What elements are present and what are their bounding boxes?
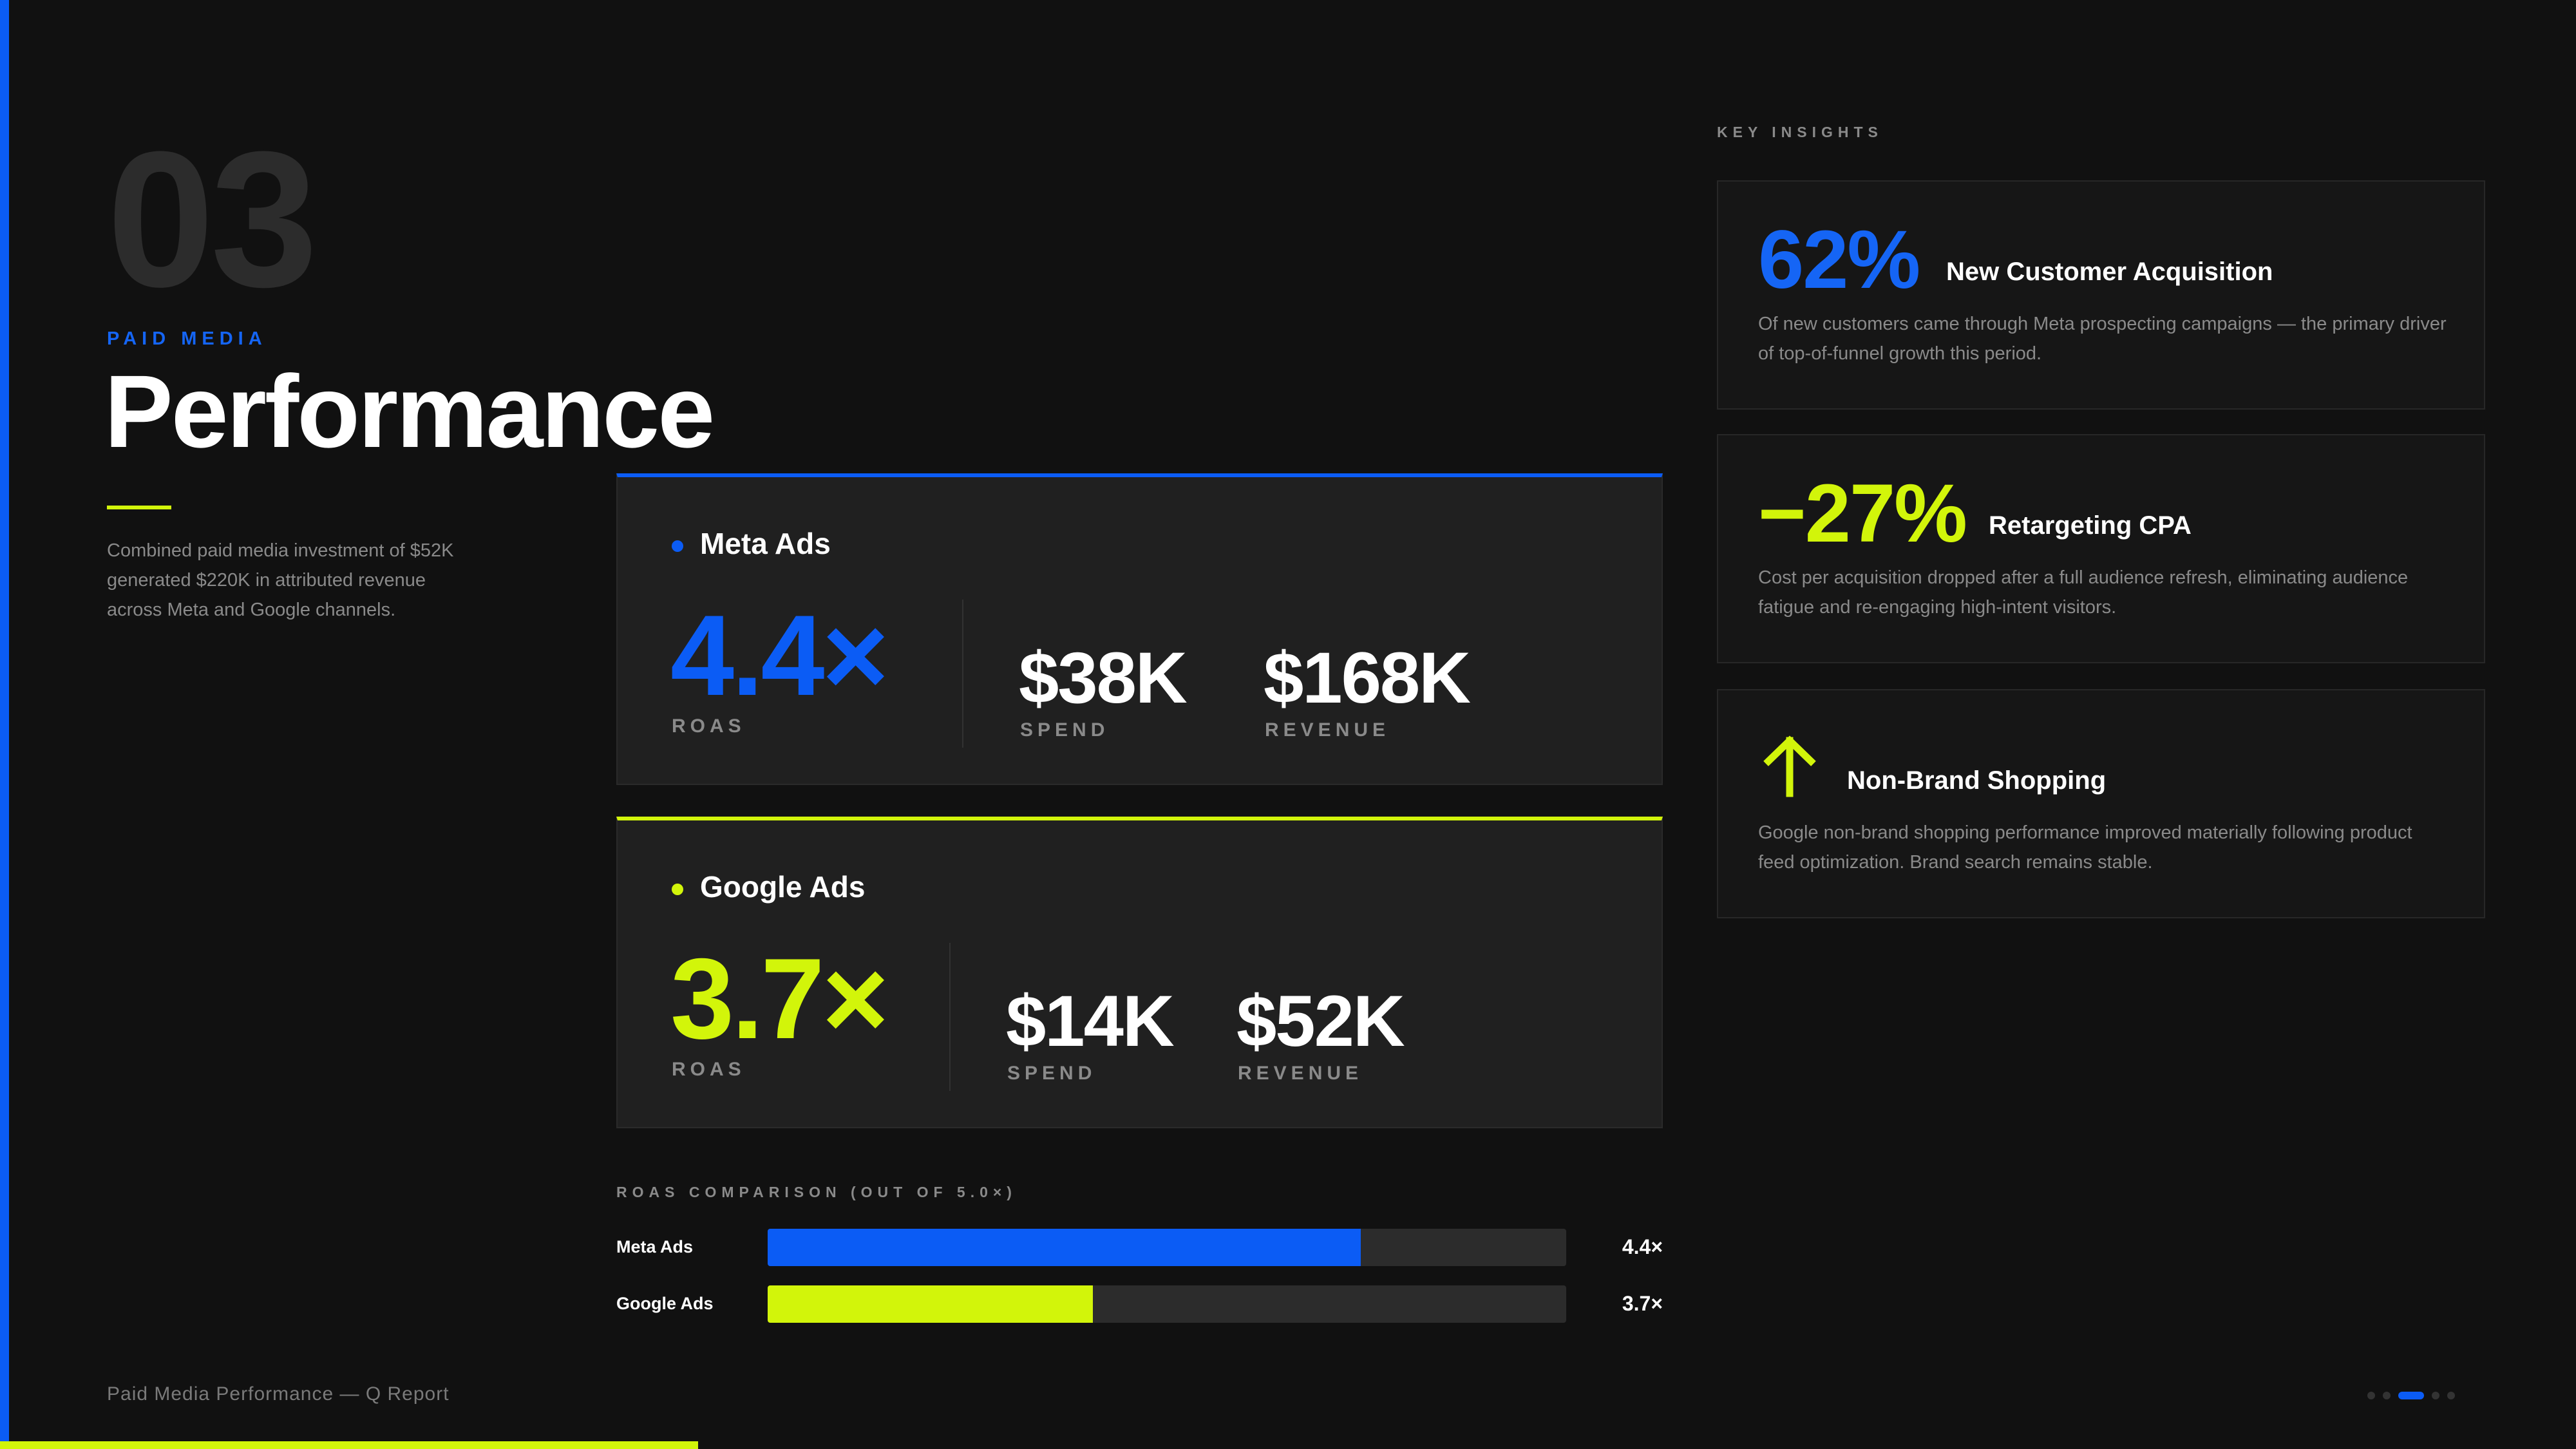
google-ads-revenue-value: $52K — [1236, 981, 1405, 1061]
insight-heading-new-customer: New Customer Acquisition — [1946, 258, 2273, 286]
comparison-value-meta: 4.4× — [1622, 1235, 1663, 1258]
comparison-bar-google — [768, 1285, 1093, 1323]
google-ads-spend-value: $14K — [1006, 981, 1175, 1061]
google-ads-roas-value: 3.7× — [670, 934, 889, 1063]
meta-ads-spend-value: $38K — [1019, 638, 1188, 718]
section-number: 03 — [107, 111, 318, 327]
comparison-label-google: Google Ads — [616, 1294, 714, 1313]
insight-card-retargeting: −27% Retargeting CPA Cost per acquisitio… — [1717, 434, 2485, 663]
section-eyebrow: PAID MEDIA — [107, 328, 267, 349]
google-ads-name: Google Ads — [700, 870, 866, 904]
insight-body-retargeting: Cost per acquisition dropped after a ful… — [1758, 567, 2409, 618]
meta-ads-card: Meta Ads 4.4× ROAS $38K SPEND $168K REVE… — [616, 473, 1663, 785]
title-accent-line — [107, 506, 171, 509]
google-ads-roas-label: ROAS — [672, 1059, 746, 1080]
left-accent-rail — [0, 0, 9, 1449]
insight-body-new-customer: Of new customers came through Meta prosp… — [1758, 314, 2447, 364]
comparison-bar-meta — [768, 1229, 1361, 1266]
page-dot[interactable] — [2432, 1392, 2439, 1399]
insight-heading-non-brand: Non-Brand Shopping — [1847, 766, 2107, 795]
google-ads-card: Google Ads 3.7× ROAS $14K SPEND $52K REV… — [616, 817, 1663, 1128]
comparison-label-meta: Meta Ads — [616, 1237, 694, 1256]
comparison-value-google: 3.7× — [1622, 1292, 1663, 1315]
page-title: Performance — [104, 354, 715, 469]
insight-metric-new-customer: 62% — [1758, 214, 1920, 306]
page-indicator — [2367, 1392, 2455, 1399]
meta-ads-dot — [672, 540, 683, 552]
arrow-up-icon — [1761, 734, 1819, 799]
insight-card-new-customer: 62% New Customer Acquisition Of new cust… — [1717, 180, 2485, 410]
google-ads-revenue-label: REVENUE — [1238, 1063, 1363, 1084]
roas-comparison-title: ROAS COMPARISON (OUT OF 5.0×) — [616, 1184, 1017, 1200]
page-dot-active[interactable] — [2398, 1392, 2424, 1399]
meta-ads-roas-value: 4.4× — [670, 591, 889, 719]
page-dot[interactable] — [2383, 1392, 2391, 1399]
page-dot[interactable] — [2367, 1392, 2375, 1399]
comparison-track-google — [768, 1285, 1566, 1323]
meta-ads-name: Meta Ads — [700, 527, 831, 560]
summary-text: Combined paid media investment of $52K g… — [107, 540, 454, 620]
page-dot[interactable] — [2447, 1392, 2455, 1399]
google-ads-divider — [949, 943, 951, 1091]
insight-body-non-brand: Google non-brand shopping performance im… — [1758, 822, 2412, 873]
key-insights-title: KEY INSIGHTS — [1717, 124, 1883, 140]
comparison-track-meta — [768, 1229, 1566, 1266]
insight-metric-retargeting: −27% — [1758, 468, 1967, 560]
meta-ads-revenue-label: REVENUE — [1265, 719, 1390, 741]
meta-ads-revenue-value: $168K — [1264, 638, 1471, 718]
insight-card-non-brand: Non-Brand Shopping Google non-brand shop… — [1717, 689, 2485, 918]
meta-ads-divider — [962, 600, 963, 748]
insight-heading-retargeting: Retargeting CPA — [1989, 511, 2192, 540]
footer-text: Paid Media Performance — Q Report — [107, 1383, 450, 1405]
meta-ads-roas-label: ROAS — [672, 715, 746, 737]
google-ads-dot — [672, 884, 683, 895]
meta-ads-spend-label: SPEND — [1020, 719, 1110, 741]
google-ads-spend-label: SPEND — [1007, 1063, 1097, 1084]
bottom-accent-rail — [0, 1441, 698, 1449]
